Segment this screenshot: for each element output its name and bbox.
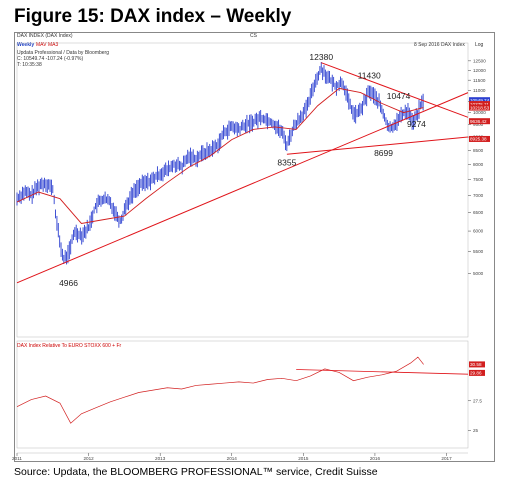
center-label: CS (250, 33, 257, 39)
info-line-2: C: 10549.74 -107.24 (-0.97%) (17, 56, 84, 62)
chip-mav[interactable]: MAV (36, 42, 47, 48)
info-line-1: Updata Professional / Data by Bloomberg (17, 50, 109, 56)
y-tick-label: 7500 (473, 177, 484, 182)
y-tick-label: 6000 (473, 229, 484, 234)
y-tick-label: 8500 (473, 148, 484, 153)
chart-header: DAX INDEX (DAX Index) CS 8 Sep 2016 DAX … (14, 32, 495, 68)
y-tick-label: 9500 (473, 122, 484, 127)
price-tag (469, 104, 490, 111)
chip-ma3[interactable]: MA3 (48, 42, 59, 48)
price-tag-label: 10218.53 (470, 105, 490, 110)
trendline-long-term-support (16, 92, 469, 284)
price-tag-label: 9636.42 (470, 119, 487, 124)
y-tick-label: 11500 (473, 78, 486, 83)
y-tick-label: 12000 (473, 68, 486, 73)
x-tick-label: 2011 (12, 456, 22, 461)
price-tag (469, 97, 490, 104)
x-tick-label: 2016 (370, 456, 381, 461)
relative-tag (469, 369, 485, 376)
price-panel (16, 42, 469, 338)
scale-label: Log (475, 42, 484, 48)
relative-trendline (296, 369, 469, 375)
y-tick-label: 10000 (473, 110, 486, 115)
x-tick-label: 2017 (441, 456, 452, 461)
y-tick-label: 11000 (473, 88, 486, 93)
trendline-resistance (321, 62, 469, 118)
y-tick-label: 12500 (473, 58, 486, 63)
price-tag-label: 10549.74 (470, 98, 490, 103)
relative-panel-label: DAX Index Relative To EURO STOXX 600 + F… (17, 343, 122, 349)
figure-title: Figure 15: DAX index – Weekly (14, 6, 292, 27)
annotation-label: 10474 (387, 91, 411, 101)
y-tick-label: 6500 (473, 210, 484, 215)
moving-average-line (16, 87, 424, 224)
trendline-lower-support (286, 136, 469, 155)
x-tick-label: 2014 (227, 456, 238, 461)
annotation-label: 8699 (374, 148, 393, 158)
price-tag-label: 8925.38 (470, 137, 487, 142)
y-tick-label: 5500 (473, 249, 484, 254)
chip-weekly[interactable]: Weekly (17, 42, 35, 48)
x-tick-label: 2013 (155, 456, 166, 461)
price-tag-label: 10375.11 (470, 102, 489, 107)
price-bars (16, 62, 424, 265)
price-tag (469, 101, 490, 108)
annotation-label: 8355 (277, 157, 296, 167)
rel-y-tick-label: 25 (473, 428, 479, 433)
y-tick-label: 5000 (473, 271, 484, 276)
relative-tag-label: 30.58 (470, 362, 482, 367)
relative-panel (16, 340, 469, 449)
annotation-label: 12380 (309, 52, 333, 62)
x-tick-label: 2012 (83, 456, 94, 461)
relative-strength-line (16, 356, 424, 424)
date-label: 8 Sep 2016 DAX Index (414, 42, 465, 48)
relative-tag (469, 361, 485, 368)
rel-y-tick-label: 27.5 (473, 398, 482, 403)
info-line-3: T: 10:35:38 (17, 62, 42, 68)
instrument-label: DAX INDEX (DAX Index) (17, 33, 73, 39)
annotation-label: 9274 (407, 119, 426, 129)
y-tick-label: 7000 (473, 193, 484, 198)
source-note: Source: Updata, the BLOOMBERG PROFESSION… (14, 466, 378, 478)
x-tick-label: 2015 (298, 456, 309, 461)
chart-frame (14, 32, 495, 462)
y-tick-label: 8000 (473, 162, 484, 167)
price-tag (469, 118, 490, 125)
annotation-label: 4966 (59, 278, 78, 288)
annotation-label: 11430 (358, 71, 381, 81)
price-tag (469, 135, 490, 142)
relative-tag-label: 29.86 (470, 371, 482, 376)
